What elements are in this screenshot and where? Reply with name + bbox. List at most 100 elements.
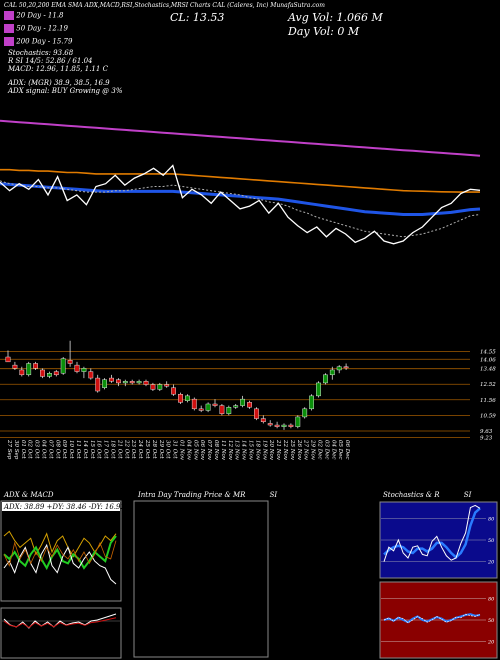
ema200-line <box>0 119 481 157</box>
rsi-lines: 80 50 20 <box>381 596 495 646</box>
candle-body <box>26 363 32 376</box>
macd-lines <box>2 613 120 629</box>
intraday-title-text: Intra Day Trading Price & MR <box>138 491 246 499</box>
candle-body <box>5 356 11 363</box>
candle-body <box>171 387 176 395</box>
date-tick-label: 03 Dec <box>323 440 329 460</box>
date-tick-label: 06 Dec <box>344 440 350 460</box>
candle-body <box>336 366 342 371</box>
macd-readout: MACD: 12.96, 11.85, 1.11 C <box>8 65 108 73</box>
adx-lines <box>3 530 117 585</box>
stoch-title-text: Stochastics & R <box>383 491 440 499</box>
adx-readout: ADX: (MGR) 38.9, 38.5, 16.9 <box>8 79 110 87</box>
date-tick-label: 23 Oct <box>130 439 136 459</box>
candle-body <box>164 384 170 387</box>
ema50-label: 50 Day - 12.19 <box>16 24 68 33</box>
rsi-tick-label: 80 <box>488 596 495 602</box>
ema20-line <box>0 180 481 238</box>
ema20-label: 20 Day - 11.8 <box>16 11 64 20</box>
date-tick-label: 22 Nov <box>282 439 288 461</box>
candle-body <box>60 358 66 374</box>
candle-body <box>295 416 301 427</box>
moving-average-layer <box>0 119 481 245</box>
date-tick-label: 17 Oct <box>103 440 109 459</box>
date-tick-label: 29 Oct <box>158 439 164 459</box>
rsi-tick-label: 20 <box>487 640 495 646</box>
adx-panel-readout: ADX: 38.89 +DY: 38.46 -DY: 16.92 <box>3 503 125 511</box>
candle-body <box>74 364 80 372</box>
candle-body <box>109 377 114 382</box>
candle-body <box>343 366 349 369</box>
price-tick-label: 9.63 <box>480 429 493 435</box>
stochastics-lines: 80 50 20 <box>381 504 495 566</box>
date-tick-label: 30 Oct <box>165 440 171 459</box>
candle-body <box>81 368 87 372</box>
date-tick-label: 06 Nov <box>199 440 205 461</box>
ema200-label: 200 Day - 15.79 <box>16 37 73 46</box>
date-tick-label: 02 Oct <box>27 440 33 459</box>
date-tick-label: 11 Nov <box>220 440 226 461</box>
candle-body <box>240 398 245 406</box>
price-line <box>0 164 481 245</box>
date-tick-label: 07 Nov <box>206 440 212 461</box>
date-tick-label: 01 Oct <box>20 440 26 459</box>
date-tick-label: 04 Oct <box>41 440 47 459</box>
candle-body <box>19 369 25 376</box>
candle-body <box>226 407 232 414</box>
ema50-legend: 50 Day - 12.19 <box>4 24 68 33</box>
date-tick-label: 15 Oct <box>89 440 95 459</box>
candle-body <box>205 403 211 411</box>
price-tick-label: 10.59 <box>480 413 496 419</box>
price-tick-label: 9.23 <box>480 436 493 442</box>
adx-readout-bar <box>2 502 120 511</box>
date-tick-label: 22 Oct <box>123 439 129 459</box>
candle-body <box>267 423 273 426</box>
candle-body <box>95 377 101 392</box>
candle-body <box>88 371 94 379</box>
candle-body <box>40 369 45 377</box>
macd-line <box>3 613 117 629</box>
date-tick-label: 28 Oct <box>151 439 157 459</box>
candle-body <box>198 408 204 411</box>
adx-series-line <box>3 535 117 571</box>
stoch-si-text: SI <box>463 491 472 499</box>
candle-body <box>67 360 73 364</box>
date-tick-label: 03 Oct <box>34 440 40 459</box>
candle-body <box>102 379 108 388</box>
price-tick-label: 14.55 <box>480 349 496 355</box>
date-tick-label: 27 Nov <box>303 439 309 461</box>
candle-body <box>219 405 225 414</box>
candle-body <box>302 408 308 418</box>
adx-signal-readout: ADX signal: BUY Growing @ 3% <box>8 87 123 95</box>
candle-body <box>157 384 163 390</box>
candle-body <box>178 394 183 403</box>
candle-body <box>281 424 287 427</box>
price-tick-label: 11.56 <box>480 398 496 404</box>
price-tick-label: 12.52 <box>480 382 496 388</box>
date-tick-label: 29 Nov <box>310 439 316 461</box>
date-tick-label: 24 Oct <box>137 439 143 459</box>
date-axis-layer: 27 Sep 30 Sep 01 Oct 02 Oct 03 Oct 04 Oct 07 O… <box>6 439 350 461</box>
date-tick-label: 05 Dec <box>337 440 343 460</box>
macd-signal-line <box>3 617 117 629</box>
candle-body <box>136 381 142 384</box>
date-tick-label: 09 Oct <box>61 440 67 459</box>
candlestick-layer <box>5 340 349 430</box>
macd-panel-frame <box>0 607 122 659</box>
rsi-line <box>383 613 481 624</box>
legend-swatch <box>4 11 14 20</box>
candle-body <box>33 363 39 369</box>
date-tick-label: 02 Dec <box>317 440 323 460</box>
date-tick-label: 30 Sep <box>13 440 19 460</box>
adx-panel-title: ADX & MACD <box>4 491 54 499</box>
date-tick-label: 26 Nov <box>296 439 302 461</box>
candle-body <box>129 381 135 384</box>
date-tick-label: 21 Nov <box>275 439 281 461</box>
candle-body <box>115 379 121 384</box>
stoch-panel-title: Stochastics & R SI <box>383 491 471 499</box>
adx-series-line <box>3 543 117 585</box>
date-tick-label: 14 Oct <box>82 440 88 459</box>
candle-body <box>122 381 128 384</box>
date-tick-label: 31 Oct <box>172 440 178 459</box>
legend-swatch <box>4 24 14 33</box>
